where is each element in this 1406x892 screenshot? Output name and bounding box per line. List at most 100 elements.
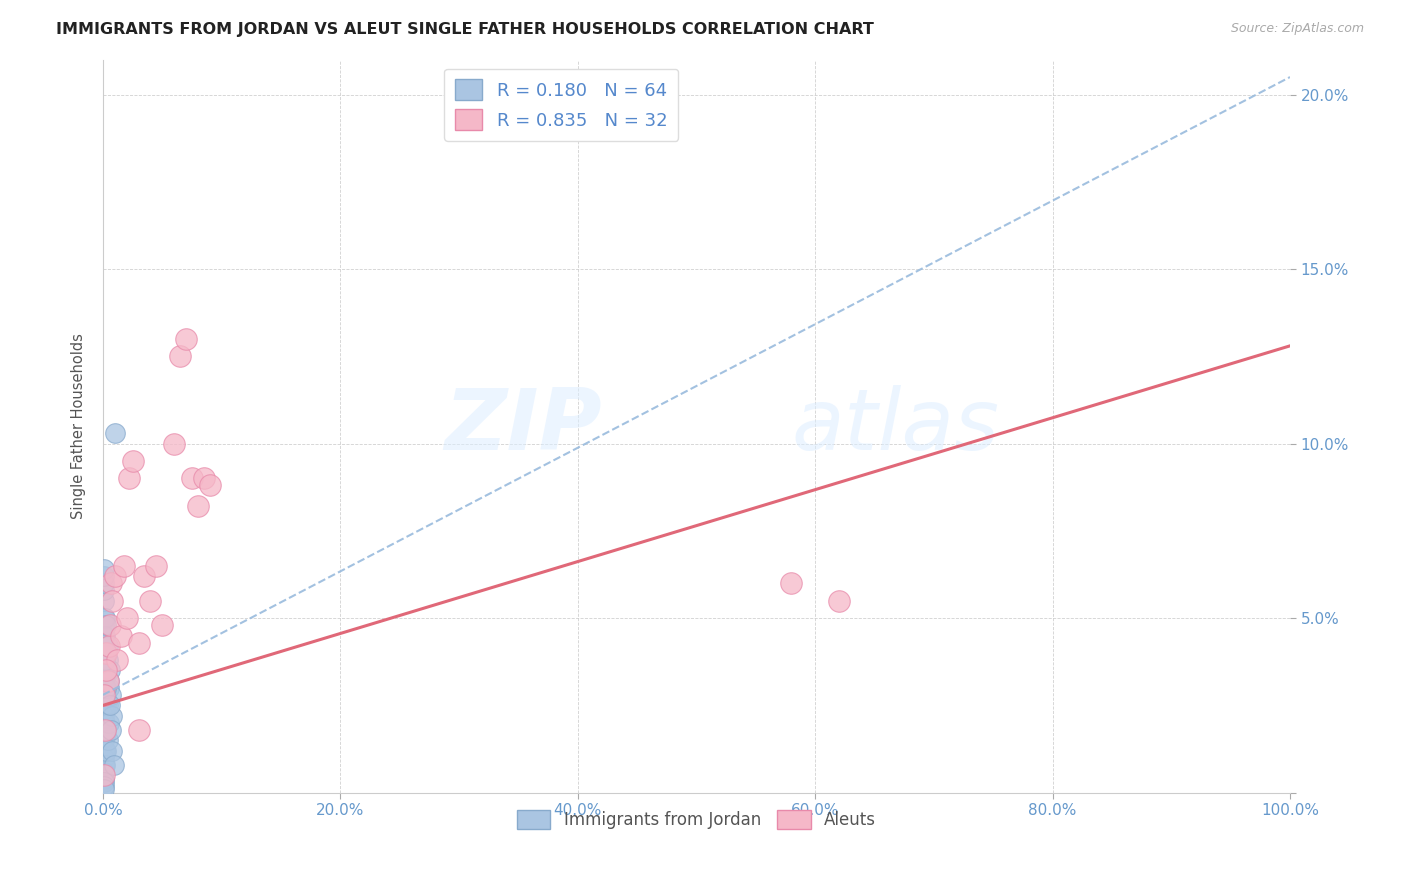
- Point: [96, 664, 118, 678]
- Point: [187, 500, 209, 514]
- Point: [118, 471, 141, 485]
- Point: [93, 569, 115, 583]
- Point: [828, 593, 851, 607]
- Point: [93, 782, 115, 797]
- Point: [96, 646, 118, 660]
- Point: [93, 779, 115, 793]
- Point: [100, 723, 122, 737]
- Text: Source: ZipAtlas.com: Source: ZipAtlas.com: [1230, 22, 1364, 36]
- Point: [94, 681, 117, 695]
- Point: [101, 744, 124, 758]
- Point: [97, 681, 120, 695]
- Point: [93, 715, 115, 730]
- Point: [97, 673, 120, 688]
- Point: [96, 681, 118, 695]
- Point: [93, 681, 115, 695]
- Point: [94, 723, 117, 737]
- Point: [150, 618, 173, 632]
- Point: [97, 733, 120, 747]
- Point: [98, 664, 121, 678]
- Point: [101, 709, 124, 723]
- Point: [103, 757, 125, 772]
- Point: [94, 702, 117, 716]
- Point: [93, 664, 115, 678]
- Point: [780, 576, 803, 591]
- Point: [94, 611, 117, 625]
- Point: [93, 698, 115, 713]
- Point: [93, 646, 115, 660]
- Point: [93, 757, 115, 772]
- Point: [145, 558, 167, 573]
- Point: [93, 733, 115, 747]
- Point: [97, 639, 120, 653]
- Point: [93, 583, 115, 598]
- Point: [96, 664, 118, 678]
- Point: [93, 775, 115, 789]
- Legend: Immigrants from Jordan, Aleuts: Immigrants from Jordan, Aleuts: [510, 803, 883, 836]
- Point: [169, 349, 191, 363]
- Point: [94, 744, 117, 758]
- Point: [115, 611, 138, 625]
- Point: [94, 681, 117, 695]
- Point: [104, 426, 127, 441]
- Text: ZIP: ZIP: [444, 384, 602, 467]
- Point: [94, 670, 117, 684]
- Point: [174, 332, 197, 346]
- Point: [93, 653, 115, 667]
- Point: [93, 688, 115, 702]
- Y-axis label: Single Father Households: Single Father Households: [72, 334, 86, 519]
- Point: [93, 629, 115, 643]
- Point: [110, 629, 132, 643]
- Point: [100, 576, 122, 591]
- Point: [98, 698, 121, 713]
- Point: [94, 646, 117, 660]
- Point: [94, 715, 117, 730]
- Point: [198, 478, 221, 492]
- Point: [93, 772, 115, 786]
- Point: [96, 723, 118, 737]
- Point: [96, 698, 118, 713]
- Point: [112, 558, 135, 573]
- Point: [128, 635, 150, 649]
- Point: [93, 768, 115, 782]
- Point: [93, 688, 115, 702]
- Point: [93, 639, 115, 653]
- Point: [181, 471, 204, 485]
- Point: [121, 454, 143, 468]
- Point: [93, 562, 115, 576]
- Point: [93, 744, 115, 758]
- Point: [93, 593, 115, 607]
- Point: [97, 673, 120, 688]
- Point: [96, 744, 118, 758]
- Point: [94, 629, 117, 643]
- Point: [94, 730, 117, 744]
- Text: IMMIGRANTS FROM JORDAN VS ALEUT SINGLE FATHER HOUSEHOLDS CORRELATION CHART: IMMIGRANTS FROM JORDAN VS ALEUT SINGLE F…: [56, 22, 875, 37]
- Point: [97, 715, 120, 730]
- Point: [93, 576, 115, 591]
- Point: [93, 709, 115, 723]
- Point: [139, 593, 162, 607]
- Point: [96, 618, 118, 632]
- Point: [93, 723, 115, 737]
- Point: [96, 646, 118, 660]
- Point: [128, 723, 150, 737]
- Point: [96, 688, 118, 702]
- Point: [94, 691, 117, 706]
- Point: [93, 750, 115, 764]
- Point: [163, 436, 186, 450]
- Point: [105, 653, 128, 667]
- Point: [101, 593, 124, 607]
- Point: [94, 653, 117, 667]
- Point: [100, 688, 122, 702]
- Point: [97, 639, 120, 653]
- Point: [134, 569, 156, 583]
- Point: [93, 618, 115, 632]
- Text: atlas: atlas: [792, 384, 1000, 467]
- Point: [93, 673, 115, 688]
- Point: [97, 653, 120, 667]
- Point: [98, 618, 121, 632]
- Point: [93, 764, 115, 779]
- Point: [193, 471, 215, 485]
- Point: [97, 698, 120, 713]
- Point: [93, 611, 115, 625]
